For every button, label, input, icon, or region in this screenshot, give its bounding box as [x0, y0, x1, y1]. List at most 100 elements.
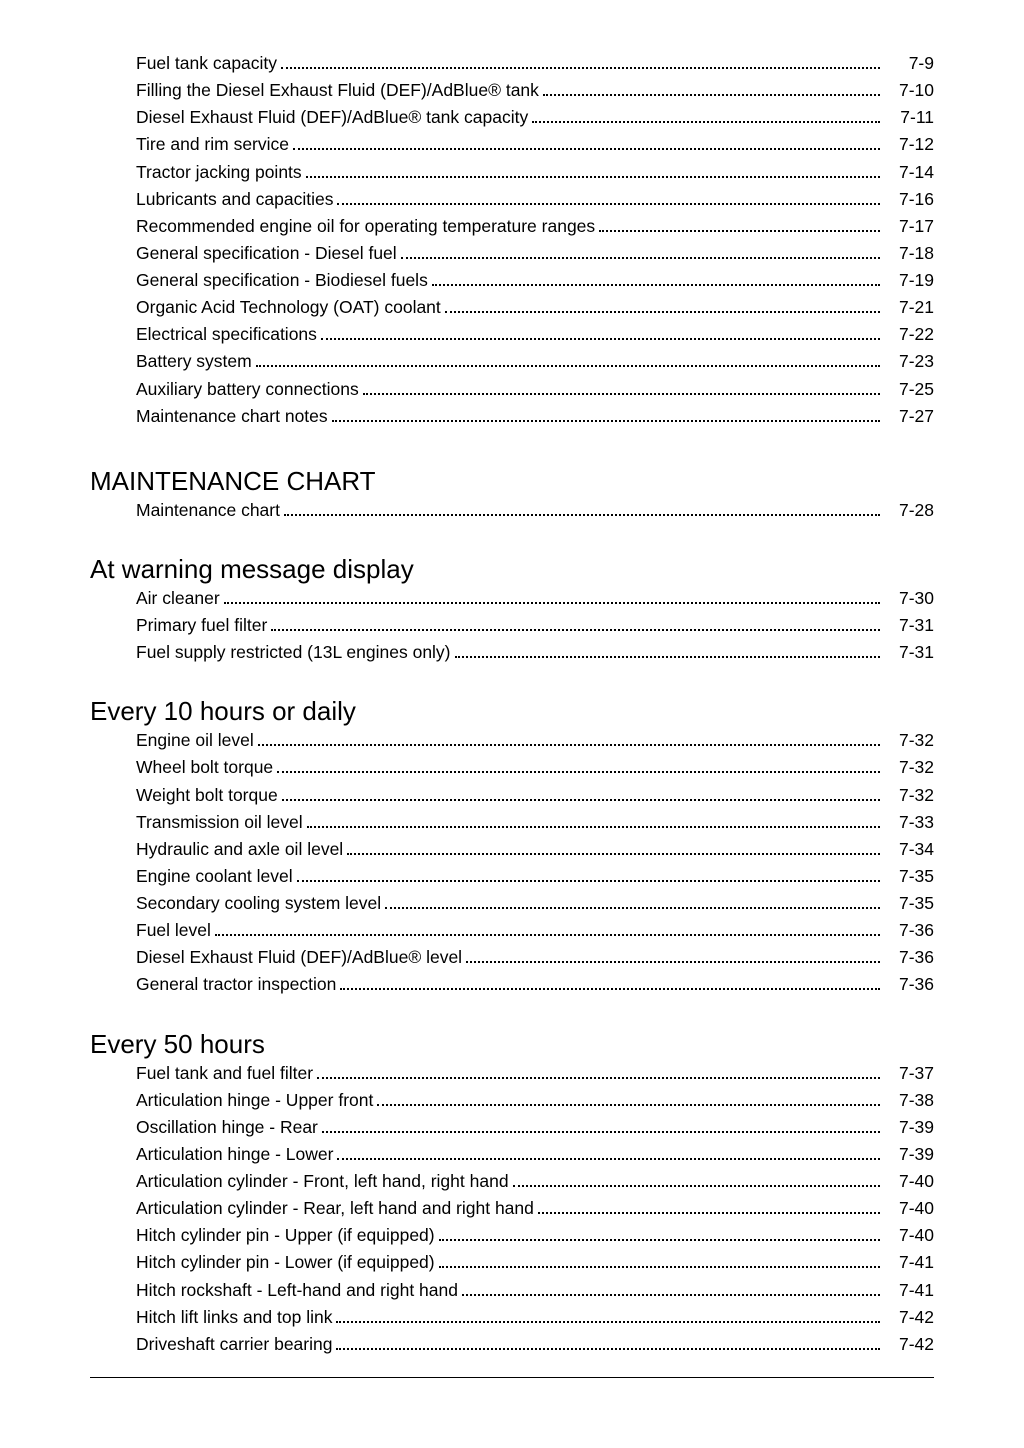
- toc-leader-dots: [307, 810, 880, 828]
- toc-page-number: 7-31: [884, 639, 934, 666]
- toc-line: Wheel bolt torque 7-32: [90, 754, 934, 781]
- toc-leader-dots: [282, 783, 880, 801]
- toc-leader-dots: [466, 946, 880, 964]
- toc-line: Air cleaner 7-30: [90, 585, 934, 612]
- section-heading: MAINTENANCE CHART: [90, 466, 934, 497]
- toc-page-number: 7-42: [884, 1331, 934, 1358]
- toc-line: Recommended engine oil for operating tem…: [90, 213, 934, 240]
- toc-line: Fuel level 7-36: [90, 917, 934, 944]
- toc-line: Weight bolt torque 7-32: [90, 782, 934, 809]
- toc-page-number: 7-36: [884, 917, 934, 944]
- toc-page-number: 7-18: [884, 240, 934, 267]
- toc-page-number: 7-36: [884, 944, 934, 971]
- toc-page-number: 7-16: [884, 186, 934, 213]
- toc-leader-dots: [363, 377, 880, 395]
- toc-page-number: 7-40: [884, 1168, 934, 1195]
- toc-line: Transmission oil level 7-33: [90, 809, 934, 836]
- toc-leader-dots: [337, 187, 880, 205]
- toc-line: Articulation hinge - Upper front 7-38: [90, 1087, 934, 1114]
- toc-label: Secondary cooling system level: [136, 890, 381, 917]
- toc-leader-dots: [599, 214, 880, 232]
- toc-label: Hydraulic and axle oil level: [136, 836, 343, 863]
- toc-leader-dots: [340, 973, 880, 991]
- toc-label: Oscillation hinge - Rear: [136, 1114, 318, 1141]
- toc-label: Tractor jacking points: [136, 159, 302, 186]
- toc-leader-dots: [258, 729, 880, 747]
- toc-line: Fuel supply restricted (13L engines only…: [90, 639, 934, 666]
- toc-label: Lubricants and capacities: [136, 186, 333, 213]
- toc-page-number: 7-21: [884, 294, 934, 321]
- toc-label: Engine coolant level: [136, 863, 293, 890]
- toc-label: Articulation cylinder - Front, left hand…: [136, 1168, 509, 1195]
- toc-page-number: 7-25: [884, 376, 934, 403]
- toc-label: Hitch cylinder pin - Lower (if equipped): [136, 1249, 435, 1276]
- toc-label: Organic Acid Technology (OAT) coolant: [136, 294, 441, 321]
- toc-label: Driveshaft carrier bearing: [136, 1331, 332, 1358]
- toc-leader-dots: [271, 613, 880, 631]
- toc-label: Maintenance chart: [136, 497, 280, 524]
- toc-page-number: 7-32: [884, 727, 934, 754]
- toc-page-number: 7-30: [884, 585, 934, 612]
- toc-leader-dots: [538, 1196, 880, 1214]
- toc-line: Battery system 7-23: [90, 348, 934, 375]
- toc-line: Tractor jacking points 7-14: [90, 159, 934, 186]
- toc-page-number: 7-41: [884, 1249, 934, 1276]
- toc-label: Fuel level: [136, 917, 211, 944]
- toc-label: Fuel supply restricted (13L engines only…: [136, 639, 451, 666]
- toc-page-number: 7-40: [884, 1195, 934, 1222]
- toc-label: Weight bolt torque: [136, 782, 278, 809]
- toc-page-number: 7-27: [884, 403, 934, 430]
- toc-line: Filling the Diesel Exhaust Fluid (DEF)/A…: [90, 77, 934, 104]
- toc-line: Maintenance chart 7-28: [90, 497, 934, 524]
- toc-leader-dots: [224, 586, 880, 604]
- toc-line: Diesel Exhaust Fluid (DEF)/AdBlue® tank …: [90, 104, 934, 131]
- toc-line: General specification - Diesel fuel 7-18: [90, 240, 934, 267]
- toc-leader-dots: [445, 295, 880, 313]
- toc-line: Articulation hinge - Lower 7-39: [90, 1141, 934, 1168]
- toc-label: Tire and rim service: [136, 131, 289, 158]
- toc-leader-dots: [543, 78, 880, 96]
- toc-label: Air cleaner: [136, 585, 220, 612]
- toc-leader-dots: [462, 1278, 880, 1296]
- toc-leader-dots: [336, 1332, 880, 1350]
- toc-line: Engine oil level 7-32: [90, 727, 934, 754]
- toc-line: Secondary cooling system level 7-35: [90, 890, 934, 917]
- section-heading: Every 10 hours or daily: [90, 696, 934, 727]
- toc-leader-dots: [385, 891, 880, 909]
- toc-leader-dots: [455, 640, 880, 658]
- toc-page-number: 7-39: [884, 1141, 934, 1168]
- toc-page-number: 7-31: [884, 612, 934, 639]
- toc-page-number: 7-37: [884, 1060, 934, 1087]
- toc-line: Fuel tank and fuel filter 7-37: [90, 1060, 934, 1087]
- toc-page-number: 7-11: [884, 104, 934, 131]
- toc-page-number: 7-35: [884, 890, 934, 917]
- toc-label: Electrical specifications: [136, 321, 317, 348]
- toc-page-number: 7-32: [884, 782, 934, 809]
- toc-leader-dots: [513, 1169, 880, 1187]
- toc-label: Wheel bolt torque: [136, 754, 273, 781]
- toc-leader-dots: [432, 268, 880, 286]
- toc-page-number: 7-34: [884, 836, 934, 863]
- toc-line: Auxiliary battery connections 7-25: [90, 376, 934, 403]
- toc-leader-dots: [337, 1142, 880, 1160]
- toc-label: Articulation cylinder - Rear, left hand …: [136, 1195, 534, 1222]
- toc-label: Hitch cylinder pin - Upper (if equipped): [136, 1222, 435, 1249]
- toc-leader-dots: [293, 133, 880, 151]
- section-heading: At warning message display: [90, 554, 934, 585]
- toc-page-number: 7-42: [884, 1304, 934, 1331]
- toc-line: Hitch cylinder pin - Upper (if equipped)…: [90, 1222, 934, 1249]
- toc-line: Organic Acid Technology (OAT) coolant 7-…: [90, 294, 934, 321]
- toc-leader-dots: [347, 837, 880, 855]
- toc-page-number: 7-12: [884, 131, 934, 158]
- toc-line: Tire and rim service 7-12: [90, 131, 934, 158]
- toc-leader-dots: [306, 160, 880, 178]
- toc-line: General specification - Biodiesel fuels …: [90, 267, 934, 294]
- toc-leader-dots: [321, 323, 880, 341]
- toc-page-number: 7-19: [884, 267, 934, 294]
- toc-line: Primary fuel filter 7-31: [90, 612, 934, 639]
- toc-label: Battery system: [136, 348, 252, 375]
- toc-label: Engine oil level: [136, 727, 254, 754]
- toc-label: Articulation hinge - Upper front: [136, 1087, 373, 1114]
- toc-label: Diesel Exhaust Fluid (DEF)/AdBlue® level: [136, 944, 462, 971]
- toc-page-number: 7-38: [884, 1087, 934, 1114]
